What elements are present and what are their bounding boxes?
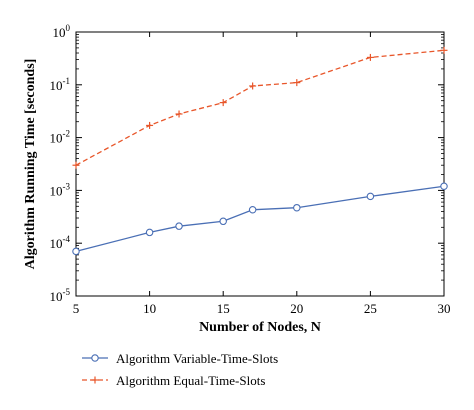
x-tick-label: 15 [217,301,230,316]
data-point [293,79,301,87]
data-point [366,192,375,201]
x-tick-label: 10 [143,301,156,316]
legend-marker [91,354,99,362]
y-tick-label: 10-2 [50,129,71,146]
x-tick-label: 25 [364,301,377,316]
x-tick-label: 30 [438,301,451,316]
legend-entry: Algorithm Variable-Time-Slots [82,351,278,366]
y-tick-label: 10-3 [50,181,71,198]
data-point [219,99,227,107]
series-1 [72,182,448,256]
legend-label: Algorithm Equal-Time-Slots [116,373,265,388]
y-tick-label: 100 [53,23,71,40]
data-point [145,228,154,237]
series-line [75,185,445,253]
data-point [366,53,374,61]
plot-frame [75,31,445,297]
data-point [248,206,257,214]
series-layer [72,46,448,256]
data-point [146,121,154,129]
data-point [293,203,301,212]
data-point [219,217,227,226]
data-point [175,222,183,230]
data-point [440,46,448,54]
y-axis: 10-5 10-4 10-3 10-2 10-1 100 [50,23,444,304]
x-axis: 5 10 15 20 25 30 [73,32,451,316]
plot-area-border [75,31,445,297]
legend-entry: Algorithm Equal-Time-Slots [82,373,265,388]
y-tick-label: 10-1 [50,76,71,93]
x-tick-label: 20 [290,301,303,316]
x-tick-label: 5 [73,301,80,316]
data-point [175,110,183,118]
legend-label: Algorithm Variable-Time-Slots [116,351,278,366]
series-line [75,49,445,166]
data-point [249,82,257,90]
data-point [72,247,80,256]
y-axis-title: Algorithm Running Time [seconds] [23,59,38,270]
y-tick-label: 10-5 [50,287,71,304]
series-2 [72,46,448,169]
data-point [440,182,448,190]
legend-marker [91,376,99,384]
x-axis-title: Number of Nodes, N [199,320,321,335]
data-point [72,161,80,169]
legend: Algorithm Variable-Time-Slots Algorithm E… [82,351,278,388]
y-tick-label: 10-4 [50,234,71,251]
